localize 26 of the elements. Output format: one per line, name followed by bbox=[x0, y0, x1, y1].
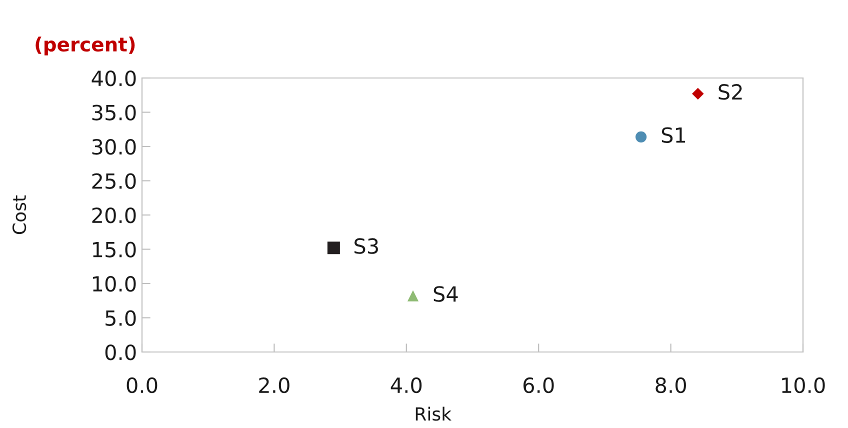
series-label: S3 bbox=[354, 238, 378, 254]
y-tick-label: 0.0 bbox=[105, 344, 136, 360]
text: (percent) bbox=[36, 36, 135, 56]
y-tick-label: 40.0 bbox=[92, 70, 136, 86]
y-tick-label: 30.0 bbox=[92, 138, 136, 155]
x-axis-title: Risk bbox=[416, 406, 452, 421]
series-label: S4 bbox=[434, 286, 458, 302]
point bbox=[692, 88, 704, 100]
point bbox=[636, 131, 647, 142]
y-tick-label: 35.0 bbox=[92, 104, 136, 120]
x-tick-label: 2.0 bbox=[259, 377, 290, 394]
y-tick-label: 20.0 bbox=[92, 207, 136, 224]
y-tick-label: 25.0 bbox=[92, 173, 136, 189]
x-tick-label: 6.0 bbox=[523, 377, 554, 394]
y-tick-label: 10.0 bbox=[93, 276, 136, 292]
series-label: S2 bbox=[718, 84, 742, 100]
x-tick-label: 4.0 bbox=[390, 377, 422, 394]
point bbox=[407, 290, 419, 302]
point bbox=[327, 242, 340, 254]
y-tick-label: 5.0 bbox=[106, 310, 136, 326]
y-axis-title: Cost bbox=[12, 195, 26, 234]
y-tick-label: 15.0 bbox=[93, 242, 136, 258]
x-tick-label: 0.0 bbox=[126, 377, 158, 394]
x-tick-label: 10.0 bbox=[782, 377, 825, 394]
series-label: S1 bbox=[662, 127, 686, 143]
x-tick-label: 8.0 bbox=[656, 377, 686, 394]
